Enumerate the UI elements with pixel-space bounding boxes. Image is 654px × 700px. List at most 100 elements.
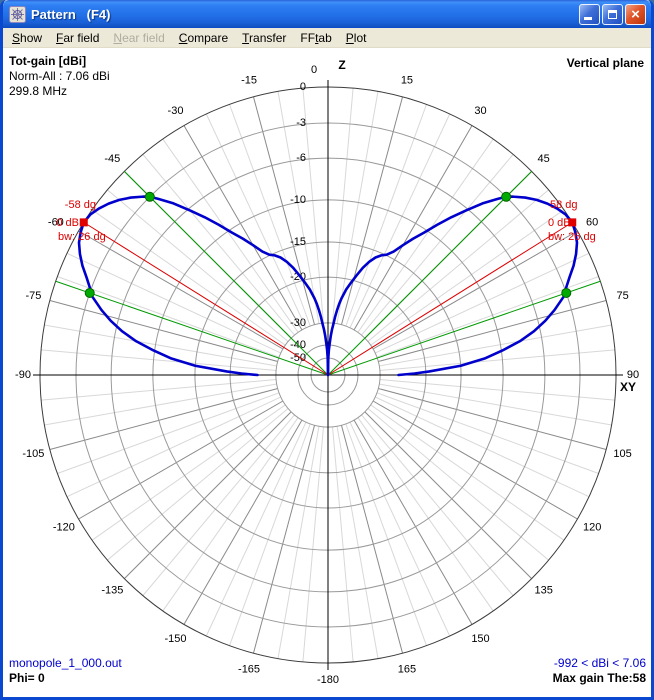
db-ring-label: -3 [296,117,306,129]
grid-spoke-minor [357,417,494,612]
grid-spoke-major [252,425,316,654]
grid-spoke-minor [107,189,289,342]
angle-label: -165 [238,664,260,676]
beamwidth-line [55,280,329,376]
pattern-lobe [326,195,579,377]
angle-label: -60 [48,216,64,228]
phi-label: Phi= 0 [9,671,45,685]
grid-spoke-minor [379,379,615,401]
grid-spoke-minor [302,426,324,662]
peak-line [327,221,573,376]
grid-spoke-minor [66,252,282,354]
db-ring-label: 0 [300,81,306,93]
grid-spoke-minor [107,408,289,561]
app-icon [9,5,26,23]
angle-label: 90 [627,369,639,381]
hpbw-point [144,191,155,202]
grid-spoke-minor [91,404,286,541]
grid-spoke-minor [370,209,565,346]
angle-label: 120 [583,521,601,533]
grid-spoke-minor [142,154,295,336]
grid-spoke-minor [277,426,320,659]
menu-item-compare[interactable]: Compare [178,30,229,45]
grid-spoke-minor [57,392,280,474]
grid-spoke-minor [349,421,451,637]
menu-item-near-field: Near field [113,30,165,45]
grid-spoke-minor [357,138,494,333]
db-ring-label: -50 [290,352,306,364]
grid-spoke-minor [367,189,549,342]
grid-spoke-major [78,230,284,350]
plot-header: Tot-gain [dBi] Norm-All : 7.06 dBi 299.8… [9,54,110,99]
grid-spoke-major [378,299,607,363]
angle-label: 165 [398,664,416,676]
grid-spoke-minor [361,154,514,336]
angle-label: -135 [101,585,123,597]
grid-spoke-major [372,230,578,350]
grid-spoke-minor [379,349,615,371]
grid-spoke-minor [229,104,311,327]
gain-range-label: -992 < dBi < 7.06 [553,656,646,670]
grid-spoke-minor [336,426,379,659]
menu-item-fftab[interactable]: FFtab [300,30,332,45]
grid-spoke-minor [374,396,590,498]
polar-plot: 0-3-6-10-15-20-30-40-5001530456075901051… [15,58,639,686]
beamwidth-line [327,280,601,376]
menu-item-plot[interactable]: Plot [345,30,367,45]
db-ring-label: -6 [296,152,306,164]
grid-spoke-minor [345,104,427,327]
output-file-label: monopole_1_000.out [9,656,122,670]
grid-spoke-minor [44,383,277,426]
grid-spoke-minor [370,404,565,541]
angle-label: -75 [25,290,41,302]
grid-spoke-major [340,96,404,325]
grid-spoke-minor [41,349,277,371]
grid-spoke-major [353,125,473,331]
menu-item-far-field[interactable]: Far field [56,30,100,45]
angle-label: 30 [474,105,486,117]
angle-label: 15 [401,74,413,86]
angle-label: -180 [317,674,339,686]
quantity-label: Tot-gain [dBi] [9,54,87,68]
window-controls: × [579,3,646,25]
plot-area: 0-3-6-10-15-20-30-40-5001530456075901051… [3,48,651,697]
grid-spoke-minor [336,91,379,324]
grid-spoke-minor [162,138,299,333]
peak-level-label: 0 dB [548,217,571,229]
grid-spoke-major [372,400,578,520]
grid-spoke-minor [367,408,549,561]
grid-spoke-major [183,125,303,331]
grid-spoke-minor [379,324,612,367]
grid-spoke-minor [205,113,307,329]
title-bar[interactable]: Pattern (F4) × [3,0,651,28]
close-button[interactable]: × [625,3,646,25]
grid-spoke-minor [332,426,354,662]
grid-spoke-major [123,411,292,580]
beamwidth-line [327,170,533,376]
grid-spoke-minor [332,88,354,324]
frequency-label: 299.8 MHz [9,84,68,98]
beamwidth-label: bw: 26 dg [58,231,106,243]
grid-spoke-minor [205,421,307,637]
plane-label: Vertical plane [566,56,644,70]
window-title: Pattern (F4) [31,6,111,22]
angle-label: 45 [538,153,550,165]
maximize-button[interactable] [602,3,623,25]
grid-spoke-minor [66,396,282,498]
angle-label: -15 [241,74,257,86]
grid-spoke-minor [379,383,612,426]
angle-label: -90 [15,369,31,381]
grid-spoke-major [252,96,316,325]
grid-spoke-major [49,387,278,451]
grid-spoke-minor [374,252,590,354]
grid-spoke-minor [91,209,286,346]
minimize-button[interactable] [579,3,600,25]
angle-label: -120 [53,521,75,533]
menu-item-transfer[interactable]: Transfer [242,30,287,45]
menu-item-show[interactable]: Show [12,30,43,45]
grid-spoke-major [353,419,473,625]
grid-spoke-minor [376,392,599,474]
angle-label: 105 [613,448,631,460]
beamwidth-label: bw: 26 dg [548,231,596,243]
